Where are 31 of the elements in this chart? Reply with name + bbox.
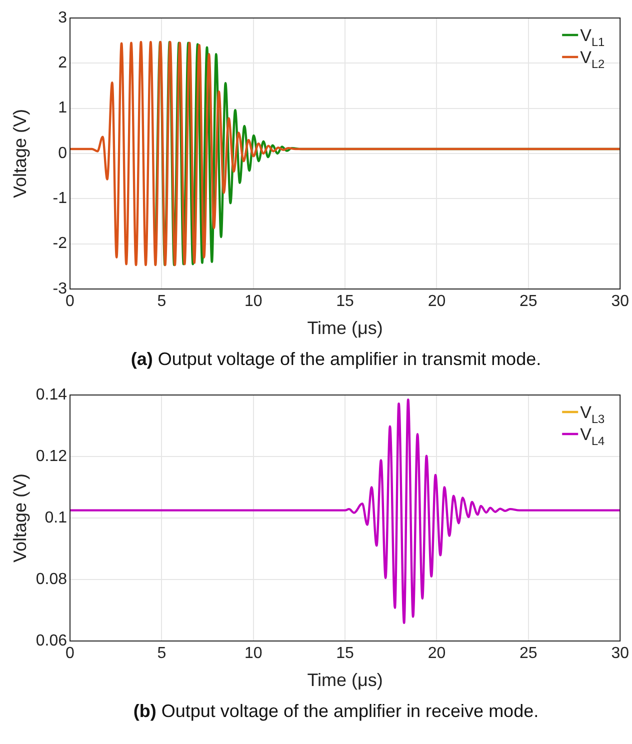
x-tick-label: 5 [157, 293, 166, 310]
x-tick-label: 30 [611, 293, 630, 310]
y-tick-label: -2 [52, 235, 68, 252]
x-tick-label: 10 [244, 645, 262, 662]
x-axis-title: Time (μs) [307, 670, 383, 690]
y-tick-label: 0.12 [36, 448, 68, 465]
x-tick-label: 20 [428, 293, 446, 310]
x-axis-title: Time (μs) [307, 318, 383, 338]
y-tick-label: 0.08 [36, 570, 68, 588]
x-tick-label: 5 [157, 645, 166, 662]
y-tick-label: 2 [58, 54, 68, 72]
y-tick-label: -1 [52, 190, 68, 208]
text: (b) Output voltage of the amplifier in receive mode. [132, 700, 540, 723]
y-axis-title: Voltage (V) [10, 473, 30, 563]
line-series [70, 398, 620, 624]
x-tick-label: 20 [428, 645, 446, 662]
y-tick-label: 1 [58, 100, 68, 117]
y-axis-title: Voltage (V) [10, 108, 30, 198]
y-tick-label: -3 [52, 280, 68, 298]
x-tick-label: 15 [336, 293, 354, 310]
y-tick-label: 3 [58, 9, 68, 26]
y-tick-label: 0 [58, 144, 68, 162]
x-tick-label: 25 [520, 645, 538, 662]
x-tick-label: 10 [244, 293, 262, 310]
y-tick-label: 0.1 [44, 509, 68, 526]
x-tick-label: 15 [336, 645, 354, 662]
x-tick-label: 30 [611, 645, 630, 662]
text: (a) Output voltage of the amplifier in transmit mode. [130, 348, 542, 371]
y-tick-label: 0.14 [36, 386, 68, 404]
y-tick-label: 0.06 [36, 632, 68, 650]
x-tick-label: 25 [520, 293, 538, 310]
